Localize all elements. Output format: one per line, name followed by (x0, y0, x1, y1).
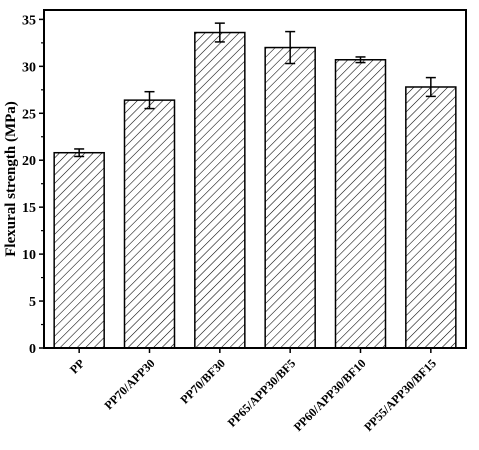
x-tick-label: PP70/APP30 (102, 356, 158, 412)
y-tick-label: 5 (29, 295, 36, 310)
y-axis: 0 5 10 15 20 25 30 35 (22, 13, 44, 357)
error-bar (425, 76, 436, 98)
error-bar (285, 30, 296, 65)
y-tick-label: 25 (22, 107, 36, 122)
y-tick-label: 0 (29, 342, 36, 357)
x-tick-label: PP (67, 356, 87, 376)
y-tick-label: 20 (22, 154, 36, 169)
bar (123, 99, 176, 349)
x-axis: PP PP70/APP30 PP70/BF30PP65/APP30/BF5PP60/… (67, 348, 439, 434)
error-bars-layer (74, 22, 436, 158)
bar (334, 59, 387, 349)
bars-layer (53, 31, 457, 349)
error-bar (74, 148, 85, 158)
y-tick-label: 10 (22, 248, 36, 263)
bar (405, 86, 457, 349)
y-tick-label: 30 (22, 60, 36, 75)
bar (194, 31, 246, 349)
error-bar (214, 22, 225, 43)
error-bar (144, 90, 155, 110)
error-bar (355, 56, 366, 64)
y-tick-label: 15 (22, 201, 36, 216)
y-axis-title: Flexural strength (MPa) (3, 101, 19, 257)
x-tick-label: PP65/APP30/BF5 (225, 356, 299, 430)
bar (264, 46, 316, 349)
y-tick-label: 35 (22, 13, 36, 28)
x-tick-label: PP55/APP30/BF15 (361, 356, 439, 434)
x-tick-label: PP70/BF30 (178, 356, 228, 406)
plot-frame (43, 9, 467, 349)
x-tick-label: PP60/APP30/BF10 (291, 356, 369, 434)
bar (53, 151, 105, 349)
